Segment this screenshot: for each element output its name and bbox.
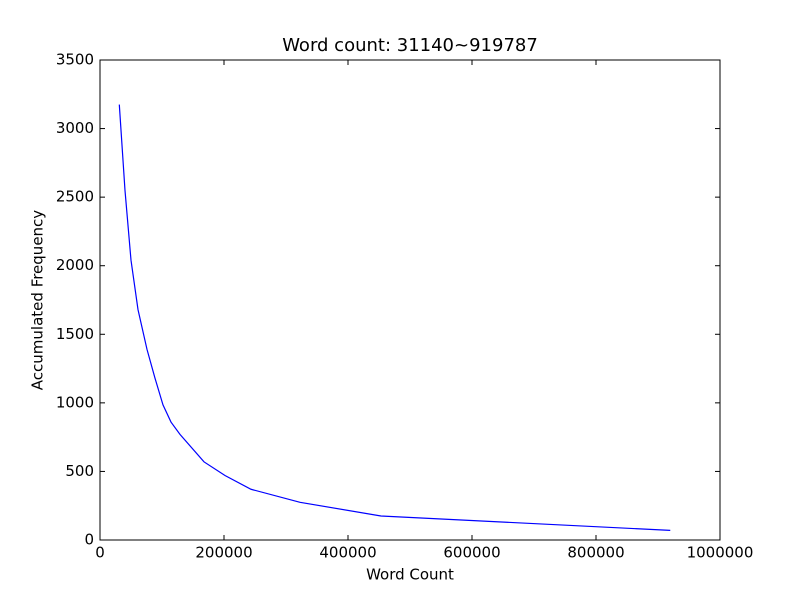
y-tick-label: 3000	[56, 119, 94, 137]
y-tick-label: 0	[84, 531, 94, 549]
x-tick-label: 200000	[195, 544, 252, 562]
data-line	[118, 104, 671, 531]
y-tick-label: 1500	[56, 325, 94, 343]
y-tick-label: 2000	[56, 256, 94, 274]
x-tick-label: 0	[95, 544, 105, 562]
y-tick-label: 1000	[56, 393, 94, 411]
x-tick-label: 400000	[319, 544, 376, 562]
x-tick-label: 600000	[443, 544, 500, 562]
y-axis-label: Accumulated Frequency	[29, 210, 47, 390]
y-tick-label: 500	[65, 462, 94, 480]
x-axis-label: Word Count	[366, 566, 454, 584]
y-tick-label: 2500	[56, 188, 94, 206]
y-tick-label: 3500	[56, 51, 94, 69]
plot-frame	[99, 59, 721, 541]
x-tick-label: 800000	[567, 544, 624, 562]
x-tick-label: 1000000	[687, 544, 754, 562]
chart-title: Word count: 31140~919787	[282, 35, 538, 56]
